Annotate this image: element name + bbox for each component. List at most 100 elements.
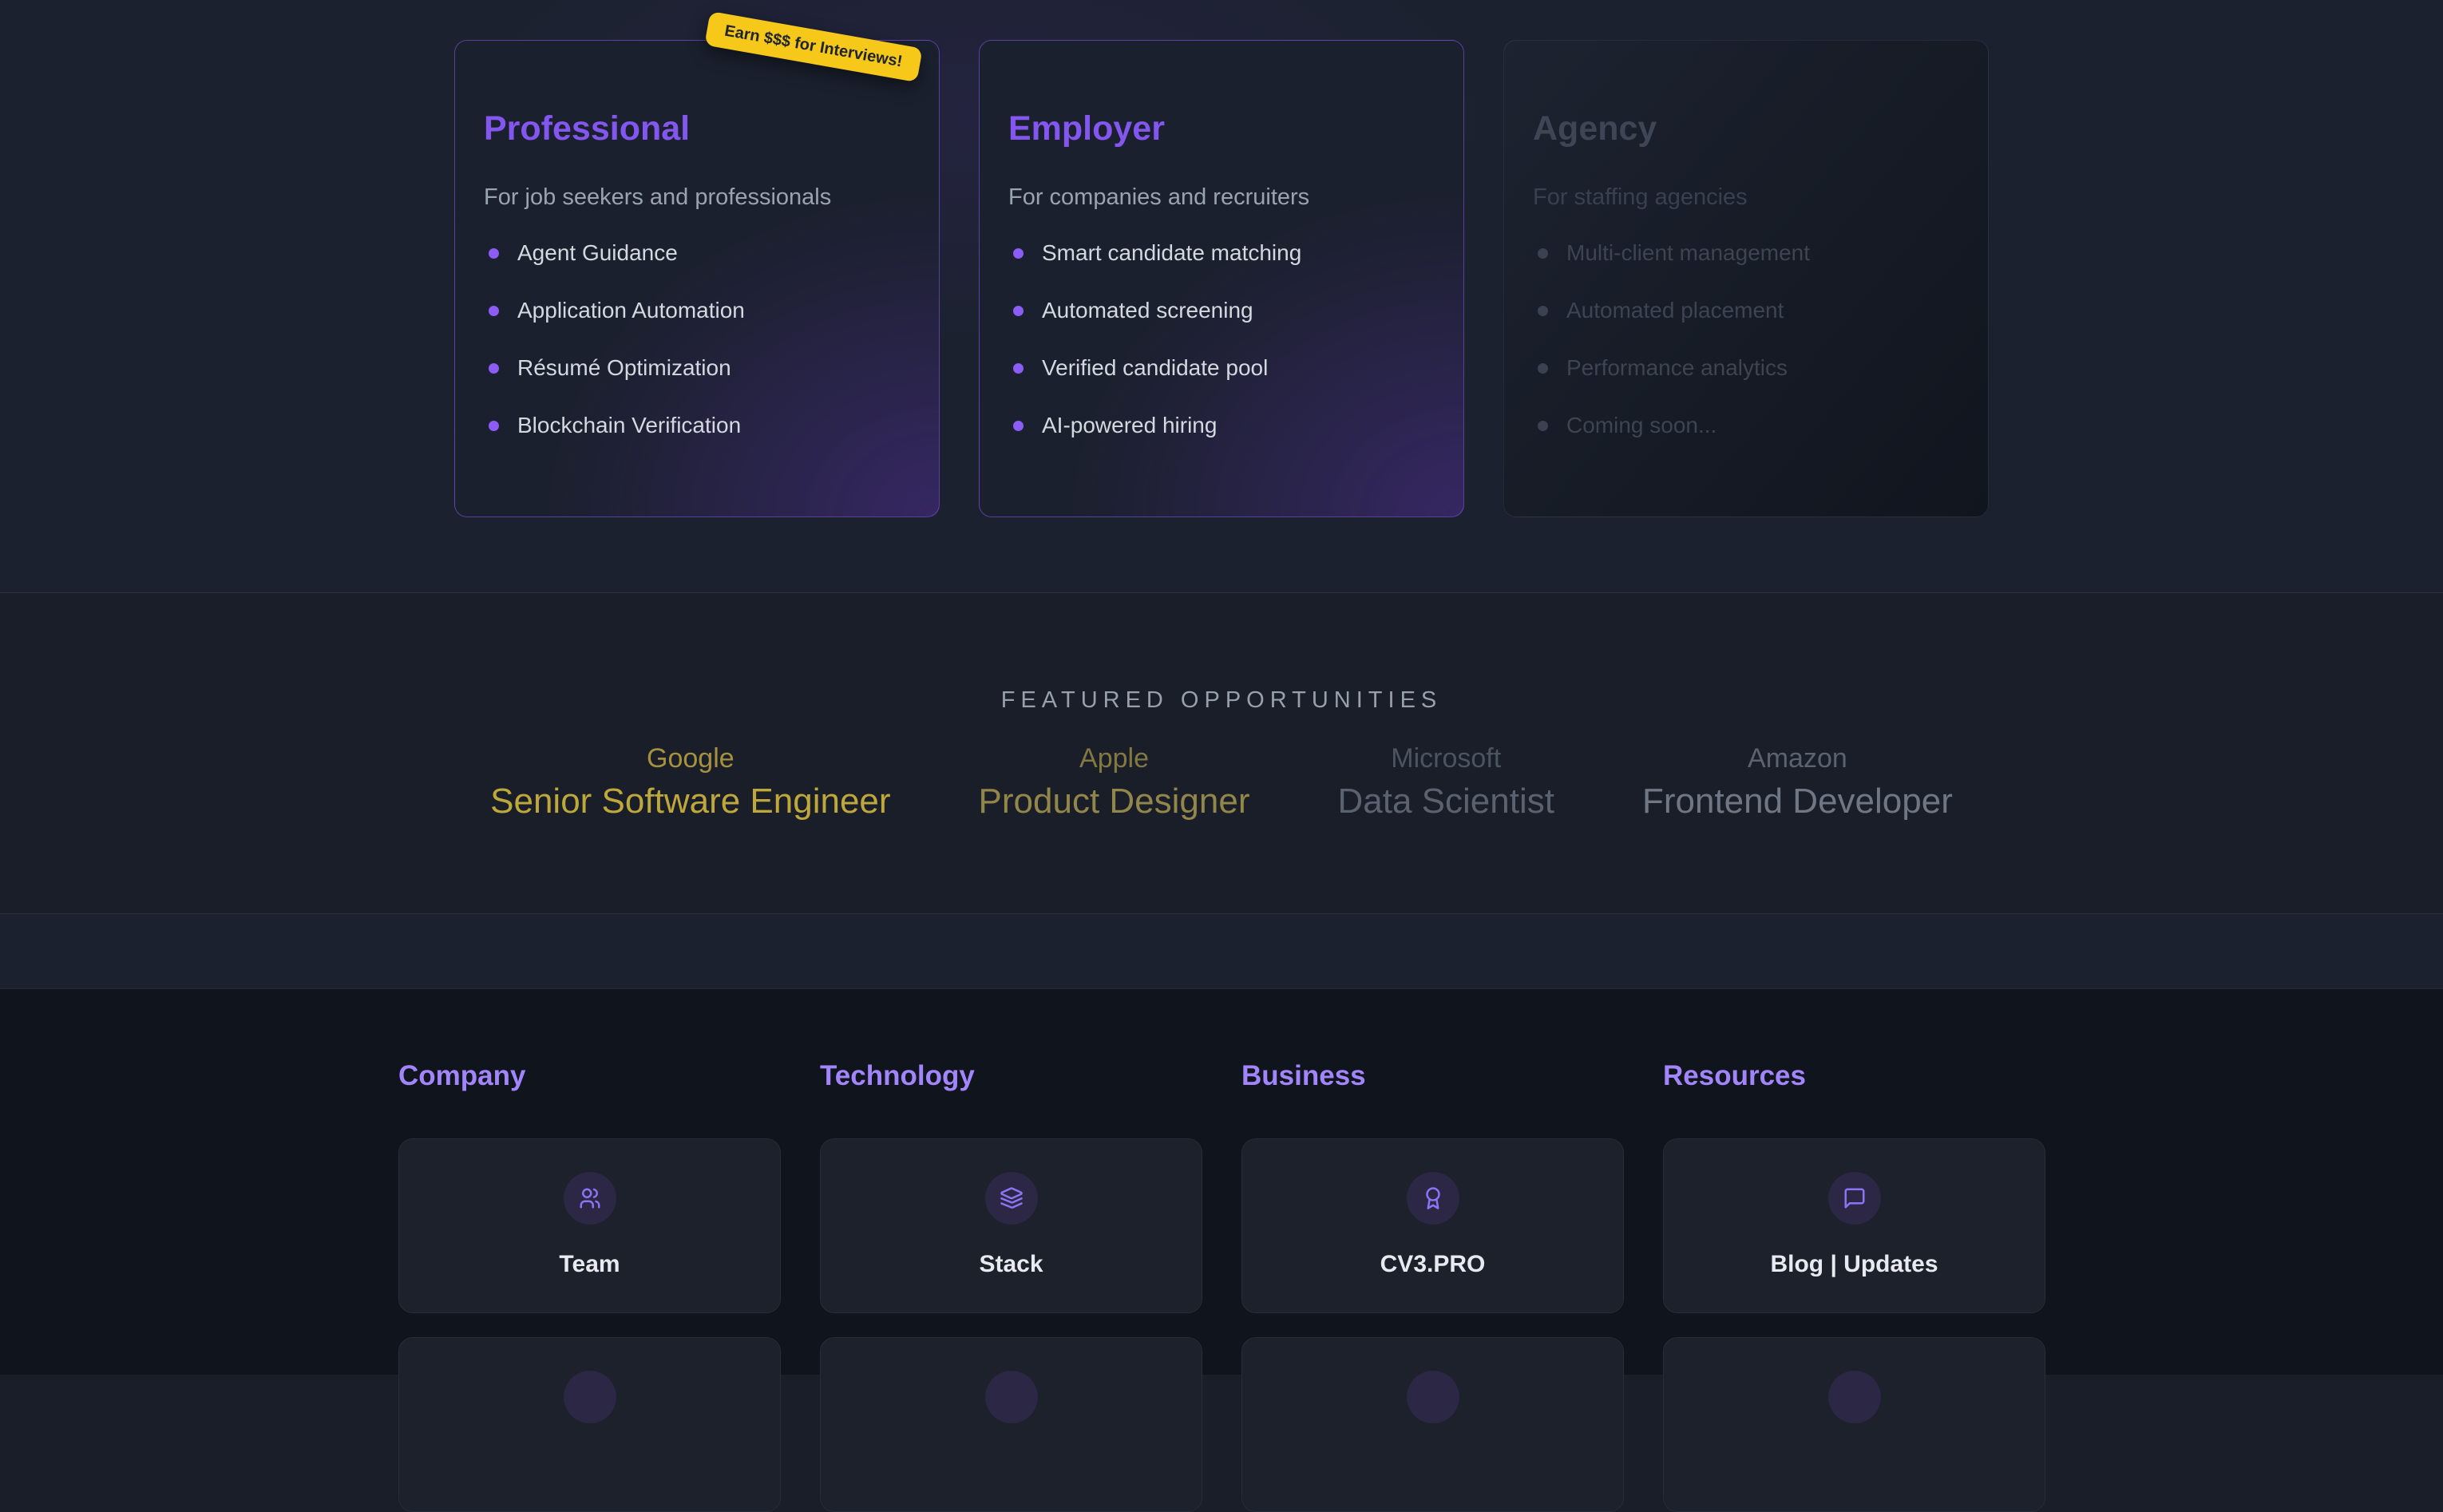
job-role: Data Scientist (1337, 782, 1554, 821)
plan-feature-label: Automated screening (1042, 298, 1253, 323)
bullet-dot-icon (1538, 362, 1548, 374)
job-role: Frontend Developer (1641, 782, 1953, 821)
icon-circle (1827, 1172, 1881, 1225)
footer-card-stack[interactable]: Stack (820, 1138, 1202, 1313)
plan-feature-label: AI-powered hiring (1042, 413, 1218, 437)
users-icon (580, 1188, 600, 1209)
footer-card-label: CV3.PRO (1380, 1251, 1486, 1277)
bullet-dot-icon (1013, 362, 1024, 374)
job-company: Google (647, 743, 734, 774)
footer-card-partial[interactable] (1241, 1337, 1624, 1512)
featured-heading: FEATURED OPPORTUNITIES (1000, 687, 1443, 713)
footer-card-cv3pro[interactable]: CV3.PRO (1241, 1138, 1624, 1313)
plans-section: Earn $$$ for Interviews! Professional Fo… (0, 0, 2443, 593)
featured-jobs-row: Google Senior Software Engineer Apple Pr… (0, 742, 2443, 822)
bullet-dot-icon (1013, 305, 1024, 316)
bullet-dot-icon (489, 362, 499, 374)
plan-feature-label: Verified candidate pool (1042, 355, 1269, 380)
footer-column-business: Business CV3.PRO (1241, 1059, 1624, 1512)
plan-feature: Multi-client management (1538, 239, 1959, 267)
footer-column-technology: Technology Stack (820, 1059, 1202, 1512)
plan-description: For staffing agencies (1533, 184, 1748, 210)
footer-column-heading: Resources (1663, 1060, 1806, 1091)
icon-circle (1827, 1371, 1881, 1423)
footer-column-resources: Resources Blog | Updates (1663, 1059, 2045, 1512)
plan-feature: AI-powered hiring (1013, 412, 1435, 439)
footer-column-heading: Technology (820, 1060, 975, 1091)
footer-card-partial[interactable] (398, 1337, 781, 1512)
footer-card-partial[interactable] (1663, 1337, 2045, 1512)
footer-card-label: Stack (979, 1251, 1043, 1277)
plan-title: Employer (1008, 109, 1165, 148)
layers-icon (1000, 1187, 1023, 1209)
job-company: Microsoft (1391, 743, 1502, 774)
plan-feature: Blockchain Verification (489, 412, 910, 439)
footer-card-label: Blog | Updates (1770, 1251, 1938, 1277)
footer-column-company: Company Team (398, 1059, 781, 1512)
icon-circle (984, 1371, 1038, 1423)
bullet-dot-icon (1538, 420, 1548, 431)
plan-feature: Agent Guidance (489, 239, 910, 267)
section-divider-strip (0, 914, 2443, 989)
icon-circle (984, 1172, 1038, 1225)
bullet-dot-icon (1538, 247, 1548, 259)
message-square-icon (1844, 1188, 1864, 1209)
plan-feature-label: Multi-client management (1566, 240, 1811, 265)
featured-job-amazon[interactable]: Amazon Frontend Developer (1642, 742, 1953, 822)
plan-feature-label: Coming soon... (1566, 413, 1717, 437)
job-company: Apple (1079, 743, 1149, 774)
bullet-dot-icon (1013, 420, 1024, 431)
plan-feature: Application Automation (489, 297, 910, 324)
plans-row: Earn $$$ for Interviews! Professional Fo… (454, 0, 1989, 517)
plan-feature-label: Performance analytics (1566, 355, 1788, 380)
plan-feature-label: Automated placement (1566, 298, 1784, 323)
plan-feature: Coming soon... (1538, 412, 1959, 439)
icon-circle (1406, 1371, 1459, 1423)
plan-card-employer[interactable]: Employer For companies and recruiters Sm… (979, 40, 1464, 517)
featured-job-microsoft[interactable]: Microsoft Data Scientist (1338, 742, 1554, 822)
plan-feature: Automated placement (1538, 297, 1959, 324)
plan-feature: Verified candidate pool (1013, 354, 1435, 382)
footer-card-partial[interactable] (820, 1337, 1202, 1512)
icon-circle (563, 1371, 616, 1423)
plan-feature-label: Résumé Optimization (517, 355, 731, 380)
icon-circle (563, 1172, 616, 1225)
job-company: Amazon (1748, 743, 1847, 774)
plan-description: For job seekers and professionals (484, 184, 832, 210)
footer-card-team[interactable]: Team (398, 1138, 781, 1313)
featured-job-google[interactable]: Google Senior Software Engineer (490, 742, 890, 822)
bullet-dot-icon (489, 247, 499, 259)
footer-card-blog[interactable]: Blog | Updates (1663, 1138, 2045, 1313)
plan-feature: Résumé Optimization (489, 354, 910, 382)
plan-feature: Performance analytics (1538, 354, 1959, 382)
footer: Company Team (0, 989, 2443, 1512)
plan-card-professional[interactable]: Earn $$$ for Interviews! Professional Fo… (454, 10, 940, 517)
bullet-dot-icon (1013, 247, 1024, 259)
plan-feature-list: Smart candidate matching Automated scree… (1008, 239, 1435, 439)
earn-ribbon-badge: Earn $$$ for Interviews! (704, 10, 923, 83)
plan-feature-label: Blockchain Verification (517, 413, 742, 437)
featured-opportunities-section: FEATURED OPPORTUNITIES Google Senior Sof… (0, 593, 2443, 914)
job-role: Product Designer (978, 782, 1250, 821)
plan-feature-label: Smart candidate matching (1042, 240, 1302, 265)
plan-title: Agency (1533, 109, 1657, 148)
plan-feature-list: Multi-client management Automated placem… (1533, 239, 1959, 439)
bullet-dot-icon (1538, 305, 1548, 316)
bullet-dot-icon (489, 305, 499, 316)
plan-feature-label: Application Automation (517, 298, 745, 323)
award-icon (1425, 1187, 1440, 1209)
plan-feature-label: Agent Guidance (517, 240, 678, 265)
footer-grid: Company Team (398, 1059, 2045, 1512)
footer-column-heading: Company (398, 1060, 526, 1091)
plan-card-agency: Agency For staffing agencies Multi-clien… (1503, 40, 1989, 517)
footer-card-label: Team (559, 1251, 620, 1277)
plan-feature: Smart candidate matching (1013, 239, 1435, 267)
job-role: Senior Software Engineer (490, 782, 891, 821)
icon-circle (1406, 1172, 1459, 1225)
plan-feature: Automated screening (1013, 297, 1435, 324)
plan-description: For companies and recruiters (1008, 184, 1310, 210)
plan-title: Professional (484, 109, 691, 148)
featured-job-apple[interactable]: Apple Product Designer (979, 742, 1250, 822)
bullet-dot-icon (489, 420, 499, 431)
